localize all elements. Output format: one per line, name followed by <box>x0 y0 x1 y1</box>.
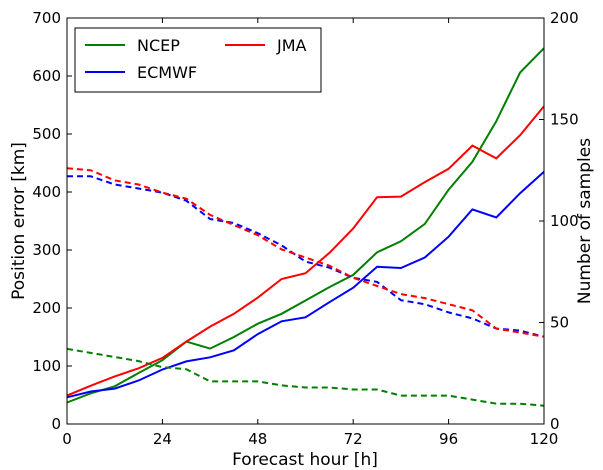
y-left-tick-label: 300 <box>32 241 61 259</box>
x-tick-label: 0 <box>62 430 72 448</box>
y-right-tick-label: 0 <box>550 415 560 433</box>
legend-label-jma: JMA <box>276 36 307 55</box>
series-line-ecmwf <box>66 170 545 399</box>
y-right-tick-label: 200 <box>550 9 579 27</box>
series-line-jma-samples <box>66 167 545 338</box>
series-line-ecmwf-samples <box>67 175 545 338</box>
legend-label-ncep: NCEP <box>137 36 180 55</box>
y-left-tick-label: 600 <box>32 67 61 85</box>
y-axis-right-title: Number of samples <box>575 138 595 304</box>
y-left-tick-label: 100 <box>32 357 61 375</box>
y-left-tick-label: 500 <box>32 125 61 143</box>
series-line-ncep <box>66 47 545 404</box>
legend-label-ecmwf: ECMWF <box>137 63 197 82</box>
x-tick-label: 120 <box>530 430 559 448</box>
x-tick-label: 96 <box>439 430 458 448</box>
series-line-jma <box>66 105 545 397</box>
y-right-tick-label: 100 <box>550 212 579 230</box>
y-left-tick-label: 700 <box>32 9 61 27</box>
y-right-tick-label: 150 <box>550 111 579 129</box>
x-tick-label: 48 <box>248 430 267 448</box>
x-tick-label: 72 <box>344 430 363 448</box>
legend: NCEP ECMWF JMA <box>74 27 322 93</box>
y-right-tick-label: 50 <box>550 314 569 332</box>
y-left-tick-label: 200 <box>32 299 61 317</box>
y-left-tick-label: 400 <box>32 183 61 201</box>
axes-layer: 0 24 48 72 96 1200100200300400500600700050100… <box>32 9 578 448</box>
x-axis-title: Forecast hour [h] <box>232 450 378 470</box>
legend-box <box>74 27 322 93</box>
y-left-tick-label: 0 <box>51 415 61 433</box>
x-tick-label: 24 <box>153 430 172 448</box>
series-line-ncep-samples <box>66 347 545 407</box>
series-layer <box>66 47 545 407</box>
y-axis-left-title: Position error [km] <box>9 142 29 300</box>
